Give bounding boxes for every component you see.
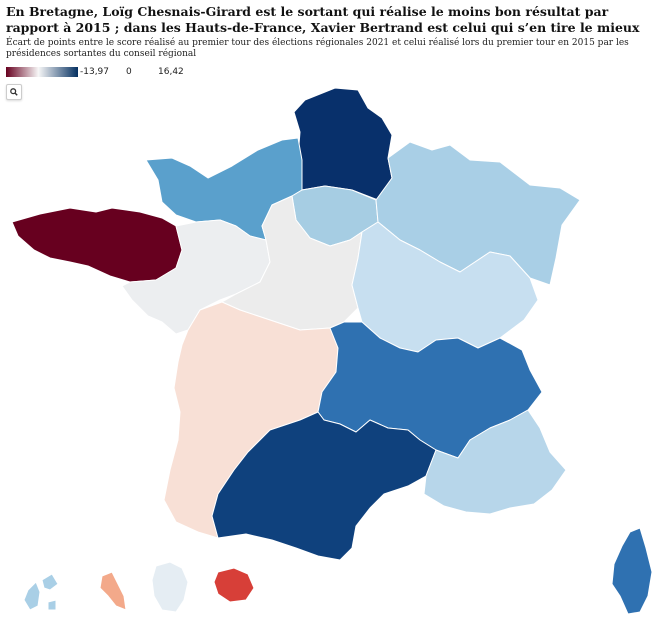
chart-title: En Bretagne, Loïg Chesnais-Girard est le… — [6, 4, 640, 35]
legend-max-label: 16,42 — [158, 67, 184, 77]
zoom-button[interactable] — [6, 84, 22, 100]
region-la-reunion[interactable] — [213, 567, 255, 603]
magnifier-icon — [10, 88, 18, 96]
legend-mid-label: 0 — [126, 67, 132, 77]
legend-min-label: -13,97 — [80, 67, 110, 77]
region-hauts-de-france[interactable] — [293, 87, 393, 201]
region-guadeloupe[interactable] — [23, 573, 59, 611]
region-guyane[interactable] — [151, 561, 189, 613]
legend-color-ramp — [6, 67, 78, 77]
region-martinique[interactable] — [99, 571, 127, 611]
region-bretagne[interactable] — [11, 207, 183, 283]
region-provence-alpes-cote-d-azur[interactable] — [423, 409, 567, 515]
chart-subtitle: Écart de points entre le score réalisé a… — [6, 38, 629, 59]
region-corse[interactable] — [611, 527, 653, 615]
